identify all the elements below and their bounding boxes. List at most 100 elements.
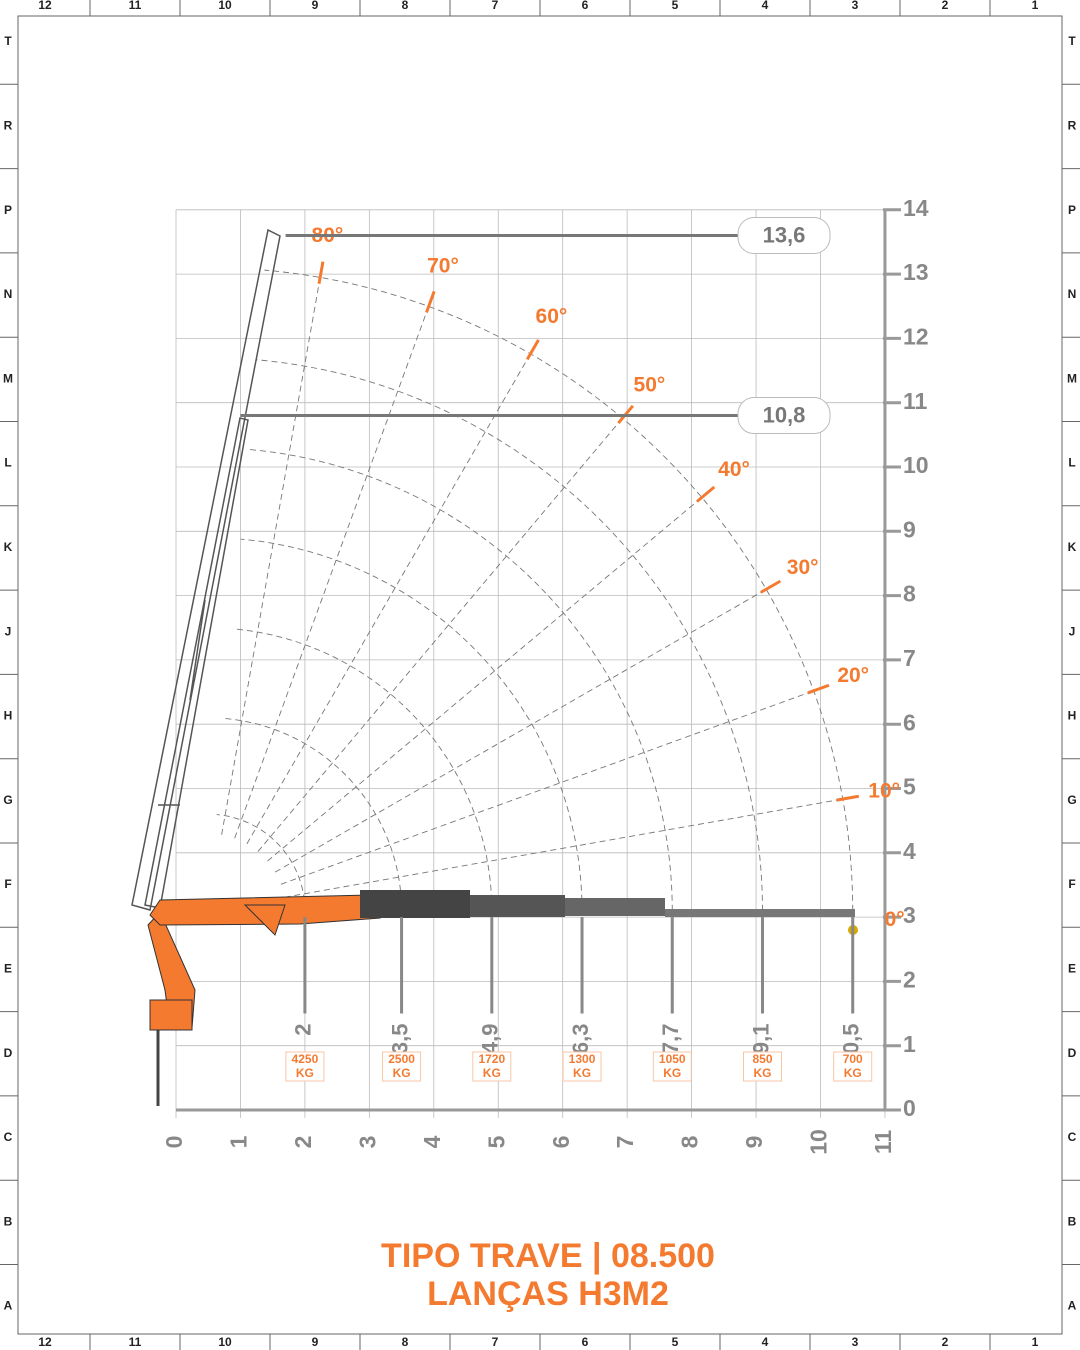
capacity-box [472,1051,512,1082]
column-label: 2 [942,0,949,12]
column-label: 10 [218,1335,232,1349]
angle-tick [807,683,830,695]
capacity-box [562,1051,602,1082]
base [149,999,193,1031]
radius-arc [248,449,673,911]
subtitle: LANÇAS H3M2 [427,1275,669,1313]
row-label: N [4,287,13,301]
column-label: 2 [942,1335,949,1349]
angle-label: 20° [837,664,869,687]
y-tick-label: 10 [903,452,929,478]
row-label: K [4,540,13,554]
row-label: F [4,877,11,891]
extension [470,895,565,917]
row-label: E [1068,961,1076,975]
row-label: M [1067,371,1077,385]
angle-label: 10° [868,779,900,802]
angle-line [257,417,623,852]
row-label: M [3,371,13,385]
capacity-unit: KG [393,1066,411,1080]
x-tick-label: 10 [806,1129,832,1155]
radius-arc [216,814,306,911]
row-label: C [4,1130,13,1144]
capacity-box [285,1051,325,1082]
y-tick-label: 8 [903,581,916,607]
column-label: 9 [312,1335,319,1349]
y-tick-label: 4 [903,838,916,864]
row-label: L [4,456,11,470]
capacity-value: 700 [843,1052,863,1066]
column-label: 11 [129,1335,142,1349]
y-tick-label: 3 [903,902,916,928]
reach-label: 3,5 [387,1024,412,1055]
row-label: J [5,624,12,638]
angle-line [284,798,844,898]
row-label: N [1068,287,1077,301]
angle-tick [836,794,860,802]
row-label: C [1068,1130,1077,1144]
column-label: 7 [492,0,499,12]
capacity-value: 1720 [478,1052,505,1066]
capacity-value: 2500 [388,1052,415,1066]
column-label: 3 [852,1335,859,1349]
crane [131,228,858,1106]
y-tick-label: 11 [903,388,928,414]
angle-line [234,306,430,839]
cylinder [243,904,286,936]
angle-label: 70° [427,255,459,278]
row-label: H [4,709,13,723]
reach-label: 4,9 [478,1024,503,1055]
row-label: E [4,961,12,975]
angle-label: 0° [885,908,905,931]
y-tick-label: 9 [903,516,916,542]
boom-outline [144,417,249,909]
angle-line [280,690,815,885]
row-label: D [1068,1046,1077,1060]
capacity-unit: KG [296,1066,314,1080]
row-label: L [1068,456,1075,470]
reach-label: 9,1 [748,1024,773,1055]
x-tick-label: 0 [161,1136,187,1149]
row-label: J [1069,624,1076,638]
column-label: 6 [582,0,589,12]
x-tick-label: 3 [354,1136,380,1149]
capacity-unit: KG [663,1066,681,1080]
extension [565,898,665,916]
angle-label: 60° [536,305,568,328]
y-tick-label: 2 [903,966,916,992]
row-label: A [1068,1299,1077,1313]
angle-line [274,588,767,873]
column-label: 5 [672,0,679,12]
angle-line [267,497,703,862]
height-box [737,217,831,255]
row-label: P [1068,203,1076,217]
column-label: 3 [852,0,859,12]
column-label: 7 [492,1335,499,1349]
row-label: D [4,1046,13,1060]
angle-tick [425,290,436,314]
angle-tick [760,579,782,594]
y-tick-label: 5 [903,774,916,800]
capacity-value: 1300 [569,1052,596,1066]
row-label: F [1068,877,1075,891]
column-label: 4 [762,0,769,12]
x-tick-label: 2 [290,1136,316,1149]
y-tick-label: 14 [903,195,929,221]
column-label: 10 [218,0,232,12]
height-label: 13,6 [763,222,806,247]
y-tick-label: 13 [903,259,929,285]
row-label: B [4,1214,13,1228]
row-label: A [4,1299,13,1313]
angle-tick [525,339,540,361]
x-tick-label: 5 [483,1135,509,1148]
y-tick-label: 0 [903,1095,916,1121]
radius-arc [240,538,583,911]
row-label: B [1068,1214,1077,1228]
x-tick-label: 4 [419,1135,445,1148]
y-tick-label: 1 [903,1031,916,1057]
capacity-unit: KG [573,1066,591,1080]
x-tick-label: 1 [226,1135,252,1148]
radius-arc [232,628,493,911]
